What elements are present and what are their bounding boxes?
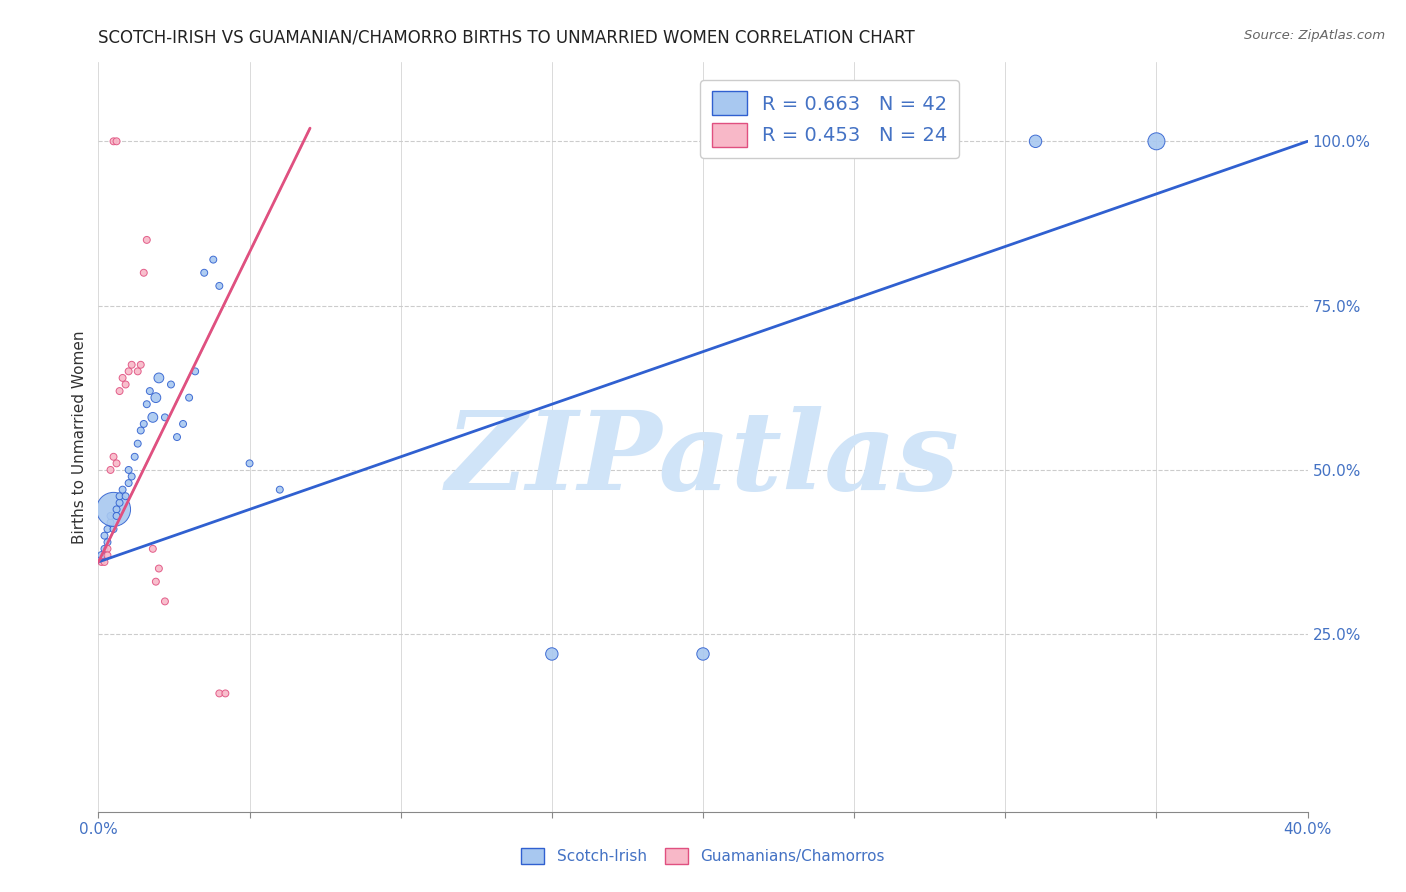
Point (135, 233, 157, 247)
Point (100, 463, 122, 477)
Point (103, 450, 125, 464)
Point (90, 555, 112, 569)
Point (108, 384, 131, 398)
Point (160, 377, 183, 392)
Point (121, 358, 143, 372)
Point (111, 483, 134, 497)
Point (105, 508, 128, 523)
Point (1024, 134, 1046, 148)
Point (127, 364, 149, 378)
Point (118, 463, 141, 477)
Point (93, 541, 115, 556)
Point (142, 410, 165, 425)
Point (108, 489, 131, 503)
Point (93, 555, 115, 569)
Point (148, 371, 170, 385)
Point (129, 424, 152, 438)
Point (208, 686, 231, 700)
Point (105, 456, 128, 470)
Point (172, 417, 194, 431)
Point (90, 549, 112, 563)
Point (202, 252, 225, 267)
Point (124, 450, 146, 464)
Point (166, 430, 188, 444)
Point (153, 594, 176, 608)
Point (118, 364, 141, 378)
Point (93, 529, 115, 543)
Point (96, 522, 118, 536)
Point (145, 574, 167, 589)
Text: Source: ZipAtlas.com: Source: ZipAtlas.com (1244, 29, 1385, 42)
Point (108, 496, 131, 510)
Point (148, 561, 170, 575)
Point (184, 364, 207, 378)
Point (132, 417, 155, 431)
Point (96, 541, 118, 556)
Point (105, 134, 128, 148)
Point (105, 502, 128, 516)
Point (540, 647, 562, 661)
Text: SCOTCH-IRISH VS GUAMANIAN/CHAMORRO BIRTHS TO UNMARRIED WOMEN CORRELATION CHART: SCOTCH-IRISH VS GUAMANIAN/CHAMORRO BIRTH… (98, 29, 915, 47)
Point (239, 456, 262, 470)
Y-axis label: Births to Unmarried Women: Births to Unmarried Women (72, 330, 87, 544)
Point (135, 397, 157, 411)
Point (132, 266, 155, 280)
Point (111, 371, 134, 385)
Point (96, 535, 118, 549)
Point (127, 436, 149, 450)
Point (179, 391, 201, 405)
Point (208, 279, 231, 293)
Legend: Scotch-Irish, Guamanians/Chamorros: Scotch-Irish, Guamanians/Chamorros (513, 840, 893, 871)
Point (153, 410, 176, 425)
Point (100, 516, 122, 530)
Point (103, 502, 125, 516)
Point (1144, 134, 1167, 148)
Point (114, 489, 136, 503)
Point (129, 358, 152, 372)
Point (103, 134, 125, 148)
Point (142, 541, 165, 556)
Point (118, 476, 141, 491)
Point (103, 522, 125, 536)
Point (114, 377, 136, 392)
Point (692, 647, 714, 661)
Point (121, 469, 143, 483)
Point (269, 483, 291, 497)
Point (100, 508, 122, 523)
Point (139, 384, 162, 398)
Point (214, 686, 236, 700)
Point (193, 266, 215, 280)
Point (96, 549, 118, 563)
Text: ZIPatlas: ZIPatlas (446, 406, 960, 513)
Point (145, 391, 167, 405)
